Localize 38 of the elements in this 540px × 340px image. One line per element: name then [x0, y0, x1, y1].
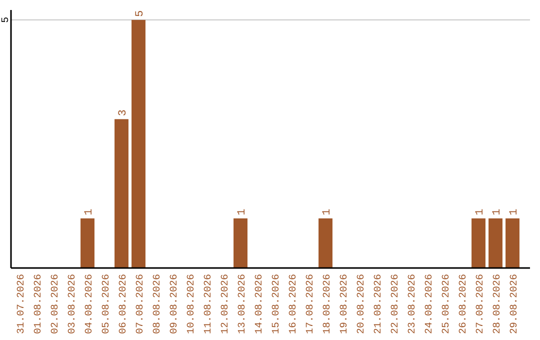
x-tick-label: 24.08.2026 — [424, 274, 436, 334]
x-tick-label: 09.08.2026 — [170, 274, 180, 334]
x-tick-label: 12.08.2026 — [220, 274, 232, 334]
x-tick-label: 15.08.2026 — [272, 274, 282, 334]
x-tick-label: 18.08.2026 — [322, 274, 334, 334]
x-tick-label: 25.08.2026 — [442, 274, 452, 334]
x-tick-label: 21.08.2026 — [374, 274, 384, 334]
x-tick-label: 20.08.2026 — [356, 274, 368, 334]
x-tick-label: 06.08.2026 — [118, 274, 130, 334]
x-tick-label: 05.08.2026 — [102, 274, 112, 334]
x-tick-label: 02.08.2026 — [50, 274, 62, 334]
x-tick-label: 08.08.2026 — [152, 274, 164, 334]
x-tick-label: 31.07.2026 — [16, 274, 28, 334]
x-tick-label: 03.08.2026 — [68, 274, 78, 334]
data-label: 1 — [492, 208, 504, 216]
x-tick-label: 22.08.2026 — [390, 274, 402, 334]
x-tick-label: 19.08.2026 — [340, 274, 350, 334]
data-label: 3 — [118, 110, 130, 116]
data-label: 1 — [236, 208, 248, 216]
x-tick-label: 17.08.2026 — [306, 274, 316, 334]
x-tick-label: 04.08.2026 — [84, 274, 96, 334]
x-tick-label: 14.08.2026 — [254, 274, 266, 334]
x-tick-label: 11.08.2026 — [204, 274, 214, 334]
x-tick-label: 23.08.2026 — [408, 274, 418, 334]
x-tick-label: 27.08.2026 — [476, 274, 486, 334]
data-label: 1 — [474, 208, 486, 216]
data-label: 1 — [508, 208, 520, 216]
x-tick-label: 10.08.2026 — [186, 274, 198, 334]
data-label: 5 — [134, 10, 146, 17]
data-label: 1 — [84, 208, 96, 216]
x-tick-label: 29.08.2026 — [510, 274, 520, 334]
x-tick-label: 28.08.2026 — [492, 274, 504, 334]
x-tick-label: 01.08.2026 — [34, 274, 44, 334]
data-label: 1 — [322, 208, 334, 216]
x-tick-label: 07.08.2026 — [136, 274, 146, 334]
x-tick-label: 13.08.2026 — [238, 274, 248, 334]
x-tick-label: 16.08.2026 — [288, 274, 300, 334]
x-tick-label: 26.08.2026 — [458, 274, 470, 334]
